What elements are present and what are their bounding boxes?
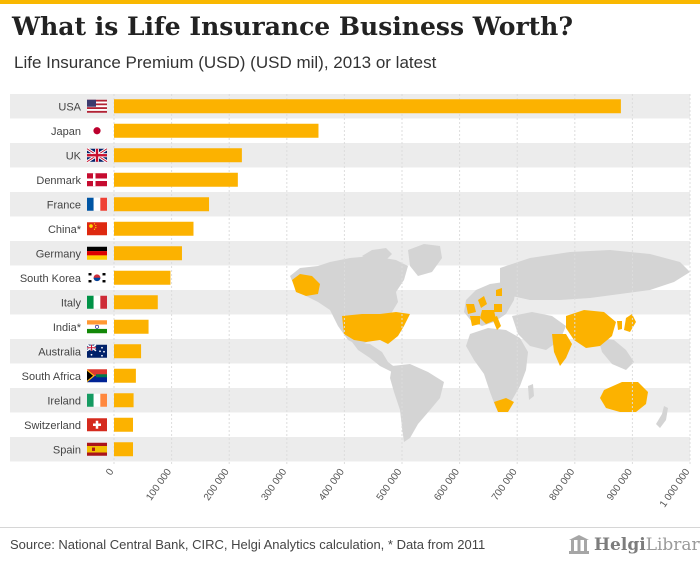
au-flag-icon: [86, 344, 107, 358]
uk-flag-icon: [86, 147, 108, 164]
category-label: Denmark: [36, 175, 81, 187]
category-label: Spain: [53, 444, 81, 456]
top-accent-bar: [0, 0, 700, 4]
bar: [114, 319, 149, 334]
row-band: [10, 143, 690, 168]
es-flag-icon: [87, 442, 107, 456]
x-tick-label: 300 000: [260, 467, 290, 503]
row-band: [10, 192, 690, 217]
category-labels: USA Japan UK Denmark France China* Germany Sout…: [20, 101, 82, 456]
dk-flag-icon: [87, 173, 107, 187]
category-label: Australia: [38, 346, 82, 358]
bars: [114, 99, 621, 457]
x-tick-label: 500 000: [375, 467, 405, 503]
bar: [114, 368, 136, 383]
category-label: Japan: [51, 126, 81, 138]
category-label: Switzerland: [24, 420, 81, 432]
chart-title: What is Life Insurance Business Worth?: [12, 12, 573, 41]
de-flag-icon: [87, 246, 107, 260]
category-label: South Korea: [20, 273, 82, 285]
x-tick-label: 200 000: [202, 467, 232, 503]
x-tick-label: 600 000: [432, 467, 462, 503]
bar: [114, 246, 182, 261]
x-tick-label: 800 000: [548, 467, 578, 503]
category-label: Ireland: [47, 395, 81, 407]
x-tick-label: 0: [104, 467, 116, 478]
bar: [114, 344, 142, 359]
bar: [114, 197, 210, 212]
it-flag-icon: [87, 295, 107, 309]
ie-flag-icon: [87, 393, 107, 407]
bar: [114, 442, 134, 457]
bar: [114, 270, 171, 285]
us-flag-icon: [87, 99, 107, 113]
fr-flag-icon: [87, 197, 107, 211]
world-map: [290, 244, 690, 442]
category-label: China*: [48, 224, 82, 236]
in-flag-icon: [87, 320, 107, 334]
bar: [114, 123, 319, 138]
category-label: Italy: [61, 297, 82, 309]
x-tick-label: 900 000: [605, 467, 635, 503]
category-label: USA: [58, 101, 81, 113]
footer-divider: [0, 527, 700, 528]
source-note: Source: National Central Bank, CIRC, Hel…: [10, 537, 486, 552]
category-label: UK: [66, 150, 82, 162]
bar: [114, 221, 194, 236]
bar-chart: USA Japan UK Denmark France China* Germany Sout…: [10, 94, 693, 510]
x-tick-label: 700 000: [490, 467, 520, 503]
cn-flag-icon: [87, 222, 107, 236]
kr-flag-icon: [87, 271, 107, 285]
helgi-library-logo: HelgiLibrary.: [568, 533, 700, 557]
category-label: Germany: [36, 248, 82, 260]
bar: [114, 295, 158, 310]
chart-subtitle: Life Insurance Premium (USD) (USD mil), …: [14, 53, 437, 72]
row-band: [10, 437, 690, 462]
x-axis-tick-labels: 0 100 000 200 000 300 000 400 000 500 000 600 …: [104, 467, 692, 510]
library-columns-icon: [569, 535, 589, 554]
ch-flag-icon: [87, 418, 107, 432]
flags: [86, 99, 108, 456]
row-band: [10, 388, 690, 413]
brand-name: HelgiLibrary.: [594, 535, 700, 555]
bar: [114, 393, 134, 408]
x-tick-label: 400 000: [317, 467, 347, 503]
category-label: France: [47, 199, 81, 211]
bar: [114, 99, 621, 114]
za-flag-icon: [87, 369, 107, 383]
bar: [114, 148, 242, 163]
jp-flag-icon: [87, 124, 107, 138]
bar: [114, 172, 238, 187]
x-tick-label: 1 000 000: [658, 467, 693, 510]
category-label: South Africa: [22, 371, 82, 383]
category-label: India*: [53, 322, 82, 334]
x-tick-label: 100 000: [144, 467, 174, 503]
bar: [114, 417, 134, 432]
